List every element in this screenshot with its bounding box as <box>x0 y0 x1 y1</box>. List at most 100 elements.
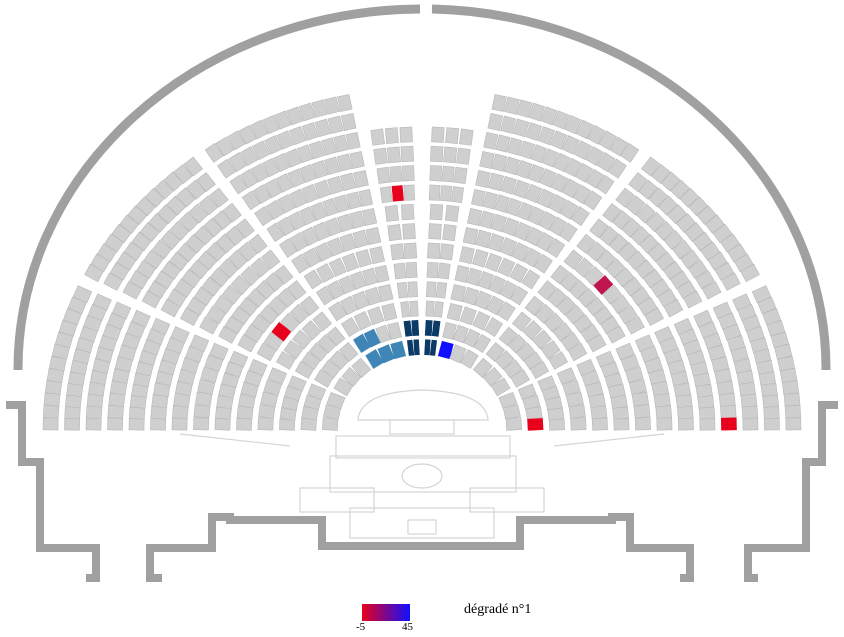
seat <box>543 312 564 333</box>
seat <box>427 242 441 259</box>
seat <box>654 220 675 241</box>
seat <box>277 216 296 236</box>
seat <box>510 369 530 388</box>
seat <box>301 351 321 370</box>
seat <box>670 179 690 200</box>
seat <box>625 366 644 384</box>
seat <box>286 106 304 126</box>
seat <box>236 417 253 431</box>
seat <box>299 163 317 184</box>
seat <box>564 114 582 135</box>
seat <box>328 301 348 322</box>
seat <box>178 211 199 232</box>
highlighted-seat <box>411 320 420 336</box>
seat <box>267 367 288 385</box>
seat <box>602 284 623 305</box>
seat <box>552 321 573 342</box>
seat <box>237 241 258 262</box>
seat <box>370 128 386 146</box>
seat <box>538 211 557 231</box>
seat <box>326 326 346 347</box>
seat <box>466 267 482 286</box>
seat <box>442 224 457 242</box>
seat <box>374 264 390 283</box>
seat <box>609 136 629 157</box>
seat <box>292 329 313 350</box>
highlighted-seat <box>413 339 420 356</box>
seat <box>229 350 249 368</box>
seat <box>279 418 296 431</box>
seat <box>563 249 584 270</box>
seat <box>361 207 378 226</box>
highlighted-seat <box>431 320 441 337</box>
seat <box>128 406 146 420</box>
seat <box>586 334 607 353</box>
seat <box>409 300 419 317</box>
seat <box>505 417 523 431</box>
seat <box>585 168 604 189</box>
seat <box>399 126 413 143</box>
seat <box>321 417 339 431</box>
seat <box>528 102 546 122</box>
seat <box>762 394 779 409</box>
seat <box>638 234 659 254</box>
seat <box>377 283 394 303</box>
seat <box>349 210 366 229</box>
seat <box>283 339 304 360</box>
seat <box>43 392 61 407</box>
seat <box>612 406 629 420</box>
seat <box>596 249 617 270</box>
seat <box>475 229 492 249</box>
seat <box>326 280 345 300</box>
seat <box>301 226 320 247</box>
highlighted-seat <box>390 340 407 360</box>
seat <box>206 305 227 325</box>
seat <box>129 270 150 290</box>
seat <box>315 285 335 306</box>
seat <box>595 174 615 195</box>
seat <box>326 391 346 410</box>
seat <box>276 130 295 150</box>
seat <box>333 134 349 153</box>
seat <box>251 140 271 161</box>
highlighted-seat <box>593 275 614 295</box>
seat <box>301 122 319 141</box>
seat <box>139 222 160 242</box>
seat <box>598 130 618 151</box>
seat <box>645 211 666 232</box>
seat <box>608 233 629 254</box>
seat <box>617 241 638 262</box>
seat <box>327 175 344 195</box>
seat <box>289 303 310 324</box>
seat <box>513 221 532 242</box>
seat <box>259 304 280 325</box>
seat <box>677 417 694 431</box>
seat <box>491 94 507 112</box>
seat <box>308 140 326 160</box>
seat <box>204 142 224 163</box>
seat <box>123 241 144 261</box>
seat <box>704 214 725 234</box>
seat <box>442 321 457 340</box>
highlighted-seat <box>527 418 544 431</box>
seat <box>265 199 285 220</box>
seat <box>287 375 307 392</box>
seat <box>314 242 333 262</box>
seat <box>429 203 444 221</box>
highlighted-seat <box>377 344 395 364</box>
seat <box>518 140 536 160</box>
seat <box>381 303 398 322</box>
seat <box>287 280 307 301</box>
highlighted-seat <box>365 349 384 369</box>
seat <box>310 201 328 221</box>
seat <box>273 152 291 173</box>
seat <box>255 280 276 300</box>
seat <box>365 227 382 245</box>
seat <box>151 317 171 336</box>
seat <box>620 142 640 163</box>
seat <box>534 303 555 324</box>
seat <box>429 165 443 182</box>
seat <box>42 417 59 431</box>
seat <box>312 221 331 241</box>
seat <box>491 153 508 172</box>
